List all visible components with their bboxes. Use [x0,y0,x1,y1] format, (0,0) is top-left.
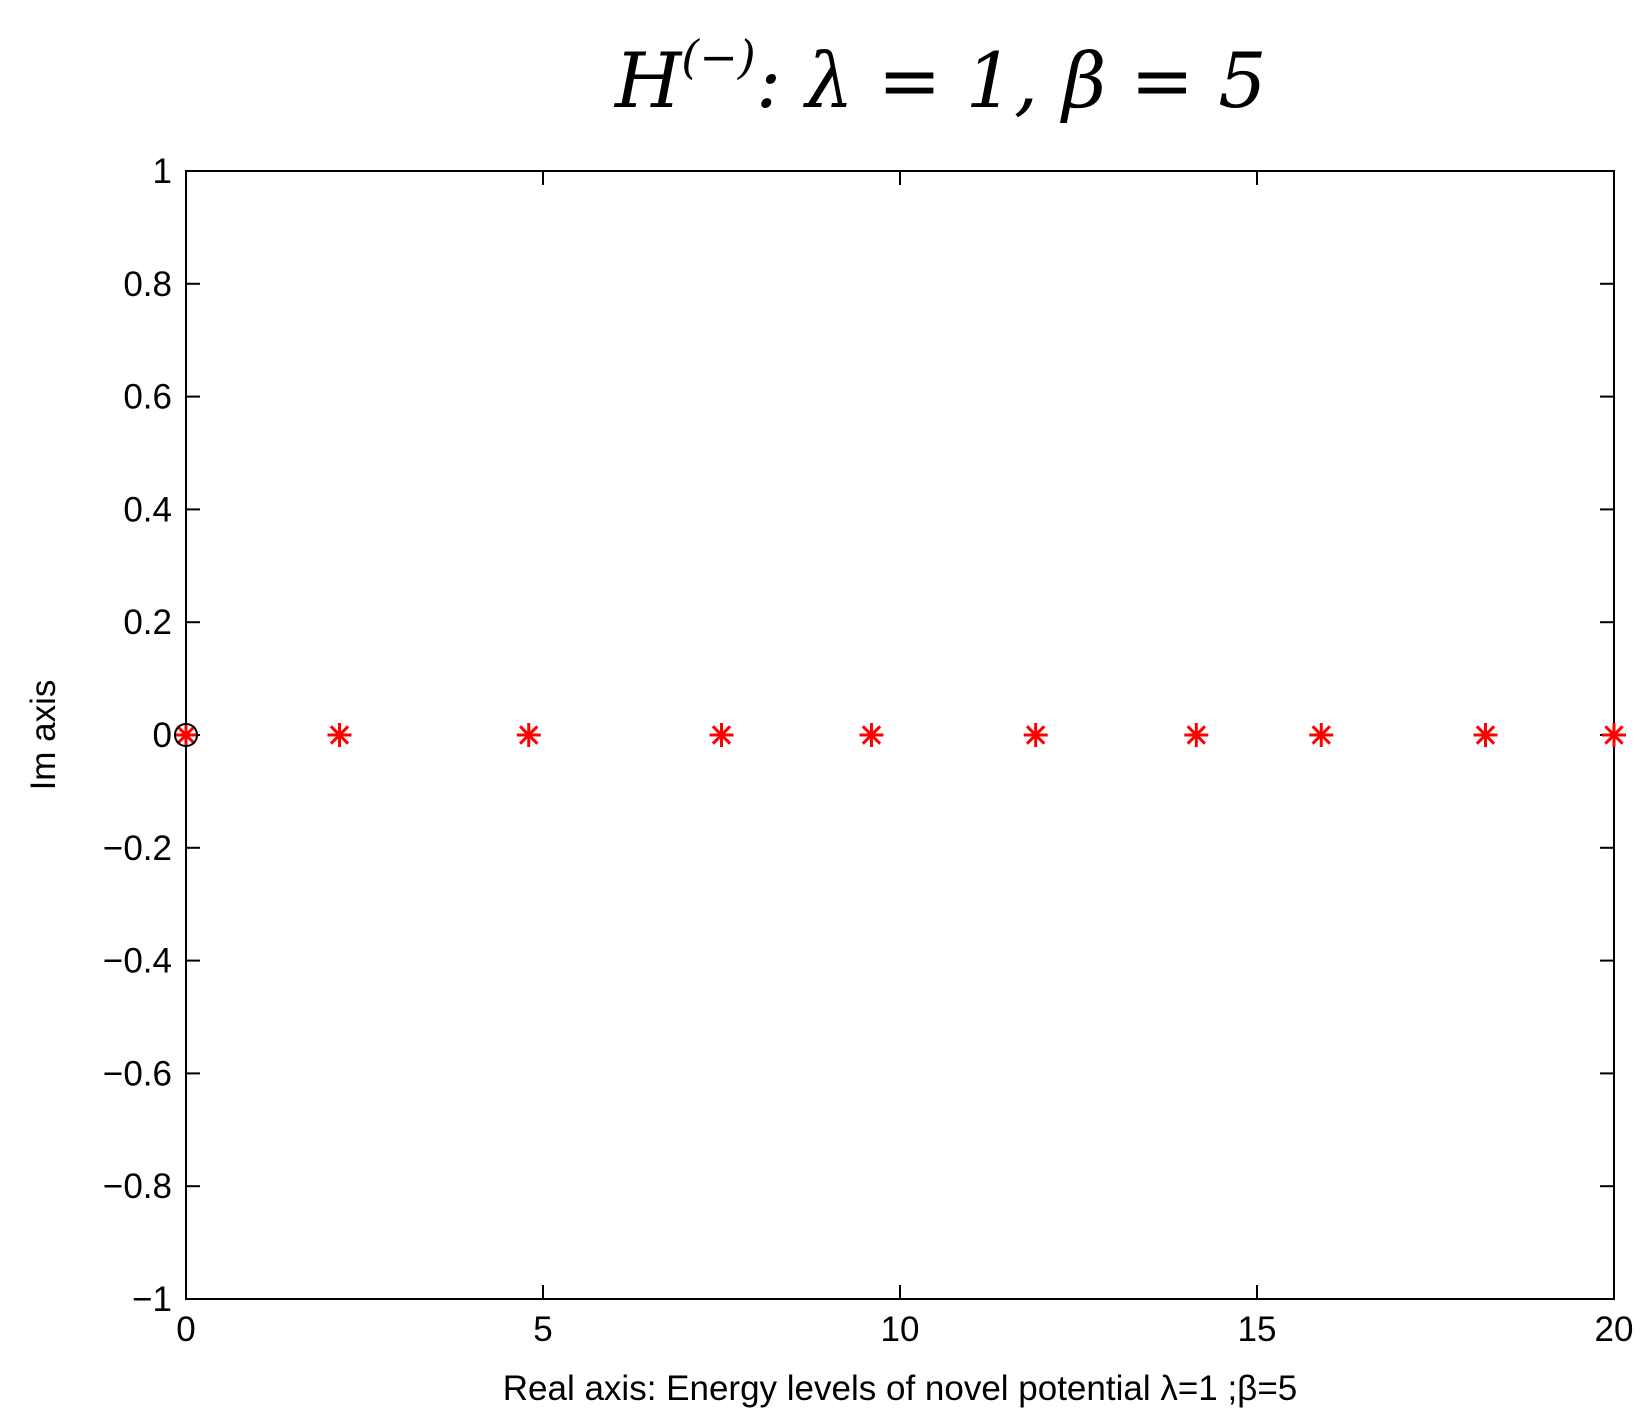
data-point-asterisk [1309,723,1334,747]
title-base: H [613,36,683,125]
y-tick-label: −0.8 [103,1167,172,1206]
data-point-asterisk [709,723,734,747]
data-point-asterisk [859,723,884,747]
data-points [174,723,1626,747]
y-axis-label: Im axis [24,680,63,791]
data-point-asterisk [174,723,198,747]
data-point-asterisk [1023,723,1048,747]
title-rest: : λ = 1, β = 5 [756,36,1267,125]
data-point-asterisk [1184,723,1209,747]
y-tick-label: −0.2 [103,829,172,868]
y-tick-label: 0.2 [123,603,172,642]
data-point-asterisk [516,723,541,747]
y-tick-label: 0 [153,716,172,755]
plot-area-frame [185,170,1615,1300]
data-point-asterisk [1473,723,1498,747]
y-tick-label: −0.6 [103,1054,172,1093]
y-tick-label: 1 [153,152,172,191]
chart-title: H(−): λ = 1, β = 5 [613,30,1267,125]
y-tick-label: 0.6 [123,378,172,417]
y-tick-label: 0.8 [123,265,172,304]
y-tick-label: −0.4 [103,942,172,981]
x-tick-label: 15 [1238,1310,1277,1349]
x-tick-label: 10 [881,1310,920,1349]
title-superscript: (−) [681,30,755,84]
axis-tick-labels: 0 5 10 15 20 1 0.8 0.6 0.4 0.2 0 −0.2 −0.4 −0.6 −0.8 −1 [103,152,1634,1349]
x-axis-label: Real axis: Energy levels of novel potent… [503,1369,1297,1408]
y-tick-label: −1 [132,1280,172,1319]
x-tick-label: 0 [176,1310,195,1349]
data-point-asterisk [327,723,352,747]
x-tick-label: 5 [533,1310,552,1349]
axis-ticks [185,170,1615,1300]
x-tick-label: 20 [1595,1310,1634,1349]
data-point-circle [174,723,198,747]
data-point-asterisk [1602,723,1626,747]
y-tick-label: 0.4 [123,490,172,529]
